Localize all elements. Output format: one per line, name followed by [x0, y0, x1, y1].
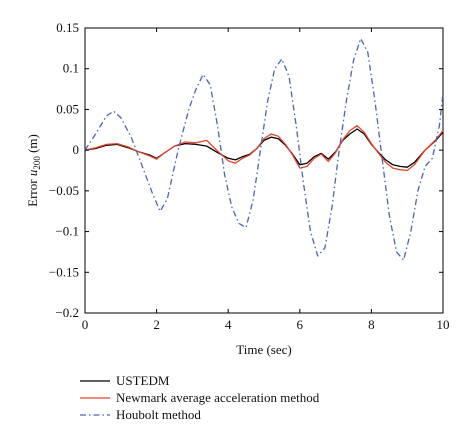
y-axis-label-suffix: (m)	[25, 134, 40, 156]
series-line-1	[84, 125, 444, 172]
x-tick-label: 2	[153, 317, 160, 332]
x-tick-label: 10	[437, 317, 450, 332]
y-axis-label: Error u200 (m)	[25, 134, 42, 207]
y-tick-label: −0.2	[55, 305, 79, 320]
y-axis-label-sub: 200	[32, 156, 42, 170]
legend-label-ustedm: USTEDM	[116, 373, 170, 388]
x-tick-label: 6	[297, 317, 304, 332]
x-tick-label: 0	[82, 317, 89, 332]
legend: USTEDM Newmark average acceleration meth…	[80, 373, 320, 422]
x-tick-label: 4	[225, 317, 232, 332]
legend-label-newmark: Newmark average acceleration method	[116, 390, 320, 405]
y-tick-label: 0	[73, 142, 80, 157]
y-tick-label: 0.15	[56, 20, 79, 35]
legend-label-houbolt: Houbolt method	[116, 407, 201, 422]
plot-frame	[84, 27, 444, 314]
y-tick-label: 0.1	[63, 61, 79, 76]
y-tick-label: 0.05	[56, 101, 79, 116]
tick-layer: 0 2 4 6 8 10 0.15 0.1 0.05 0 −0.05 −0.1 −0.15 −0.2	[49, 20, 450, 332]
y-axis-label-prefix: Error	[25, 176, 40, 207]
y-axis-label-var: u	[25, 169, 40, 176]
x-axis-label: Time (sec)	[236, 342, 292, 357]
y-tick-label: −0.1	[55, 224, 79, 239]
series-line-0	[84, 128, 444, 168]
series-line-2	[84, 37, 444, 261]
x-tick-label: 8	[368, 317, 375, 332]
y-tick-label: −0.05	[49, 183, 79, 198]
series-layer	[84, 37, 444, 261]
y-tick-label: −0.15	[49, 264, 79, 279]
